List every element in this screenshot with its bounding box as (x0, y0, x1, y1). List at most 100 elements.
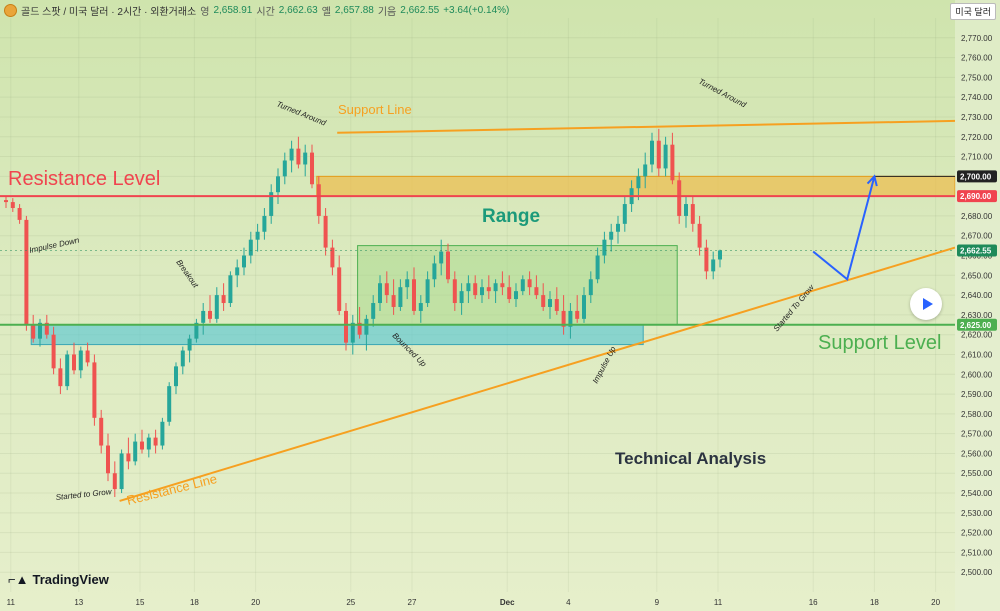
y-tick-label: 2,530.00 (961, 509, 993, 518)
candle-body (616, 223, 620, 232)
candle-body (221, 295, 226, 304)
candle-body (391, 295, 396, 307)
support-line-label: Support Line (338, 102, 412, 117)
x-tick-label: 18 (190, 598, 199, 607)
candle-body (486, 287, 491, 292)
candle-body (112, 473, 117, 490)
candles (4, 128, 722, 497)
candle-body (357, 322, 362, 335)
candle-body (282, 160, 287, 177)
price-axis[interactable]: 2,500.00 2,510.00 2,520.00 2,530.00 2,540.00… (955, 0, 1000, 611)
high-value: 2,662.63 (278, 4, 318, 16)
candle-body (269, 192, 274, 216)
range-box (357, 245, 678, 326)
candle-body (711, 259, 716, 272)
y-tick-label: 2,610.00 (961, 350, 993, 359)
price-badge (957, 244, 997, 257)
x-tick-label: Dec (500, 598, 515, 607)
candle-body (418, 303, 423, 311)
x-tick-label: 9 (655, 598, 660, 607)
technical-analysis-label: Technical Analysis (615, 449, 766, 468)
candle-body (554, 299, 559, 311)
candle-body (636, 176, 641, 189)
y-tick-label: 2,640.00 (961, 291, 993, 300)
candle-body (650, 140, 654, 165)
resistance-zone (316, 175, 956, 197)
x-tick-label: 20 (931, 598, 940, 607)
candle-body (378, 283, 382, 304)
candle-body (704, 247, 709, 272)
candle-body (167, 386, 172, 422)
candle-body (384, 283, 389, 296)
price-axis-bg (955, 0, 1000, 611)
levels-and-trendlines (0, 119, 956, 502)
x-tick-label: 27 (408, 598, 417, 607)
range-label: Range (482, 206, 540, 227)
candle-body (371, 303, 376, 319)
resistance-line-label: Resistance Line (125, 471, 218, 508)
y-tick-label: 2,550.00 (961, 469, 993, 478)
x-tick-label: 16 (809, 598, 818, 607)
candle-body (38, 322, 42, 339)
candle-body (17, 208, 22, 220)
low-label: 옐 (321, 6, 331, 18)
impulse-up-label: Impulse Up (591, 345, 618, 385)
support-level-label: Support Level (818, 332, 941, 354)
candle-body (520, 279, 525, 292)
support-zone (30, 324, 644, 346)
currency-button[interactable]: 미국 달러 (950, 3, 996, 20)
candle-body (459, 291, 464, 304)
y-tick-label: 2,740.00 (961, 93, 993, 102)
play-button[interactable] (910, 288, 942, 320)
candle-body (24, 219, 29, 325)
candle-body (582, 295, 586, 319)
y-tick-label: 2,770.00 (961, 34, 993, 43)
candle-body (99, 417, 104, 446)
candle-body (214, 295, 219, 319)
candle-body (602, 239, 607, 256)
started-to-grow-label: Started to Grow (55, 487, 113, 502)
y-tick-label: 2,730.00 (961, 113, 993, 122)
gold-coin-icon (4, 3, 17, 17)
y-tick-label: 2,650.00 (961, 271, 993, 280)
y-tick-label: 2,670.00 (961, 232, 993, 241)
y-tick-label: 2,750.00 (961, 73, 993, 82)
candle-body (10, 202, 15, 209)
candle-body (316, 184, 321, 216)
y-tick-label: 2,710.00 (961, 153, 993, 162)
candle-body (242, 255, 246, 268)
price-badge-label: 2,700.00 (960, 172, 992, 181)
candle-body (595, 255, 600, 280)
candle-body (466, 283, 471, 292)
candle-body (677, 180, 682, 216)
symbol-title[interactable]: 골드 스팟 / 미국 달러 · 2시간 · 외환거래소 (21, 6, 197, 18)
close-value: 2,662.55 (400, 4, 440, 16)
candle-body (208, 310, 212, 319)
tradingview-icon: ⌐▲ (8, 572, 29, 587)
support-trendline (119, 246, 956, 502)
candle-body (609, 231, 614, 240)
candle-body (303, 152, 308, 165)
candle-body (72, 354, 76, 371)
x-tick-label: 15 (136, 598, 145, 607)
open-label: 영 (200, 6, 210, 18)
candle-body (194, 322, 199, 339)
candle-body (412, 279, 416, 311)
candle-body (310, 152, 314, 185)
y-tick-label: 2,720.00 (961, 133, 993, 142)
candle-body (446, 251, 450, 280)
tradingview-logo[interactable]: ⌐▲ TradingView (8, 572, 109, 587)
time-axis[interactable]: 11 13 15 18 20 25 27 Dec 4 9 11 16 18 20 (7, 598, 941, 607)
candle-body (323, 215, 328, 248)
candle-body (622, 204, 627, 224)
low-value: 2,657.88 (334, 4, 374, 16)
y-tick-label: 2,540.00 (961, 489, 993, 498)
candle-body (452, 279, 457, 304)
candle-body (480, 287, 484, 296)
candle-body (507, 287, 512, 300)
breakout-label: Breakout (174, 258, 200, 290)
candle-body (568, 310, 573, 327)
candle-body (289, 148, 294, 161)
